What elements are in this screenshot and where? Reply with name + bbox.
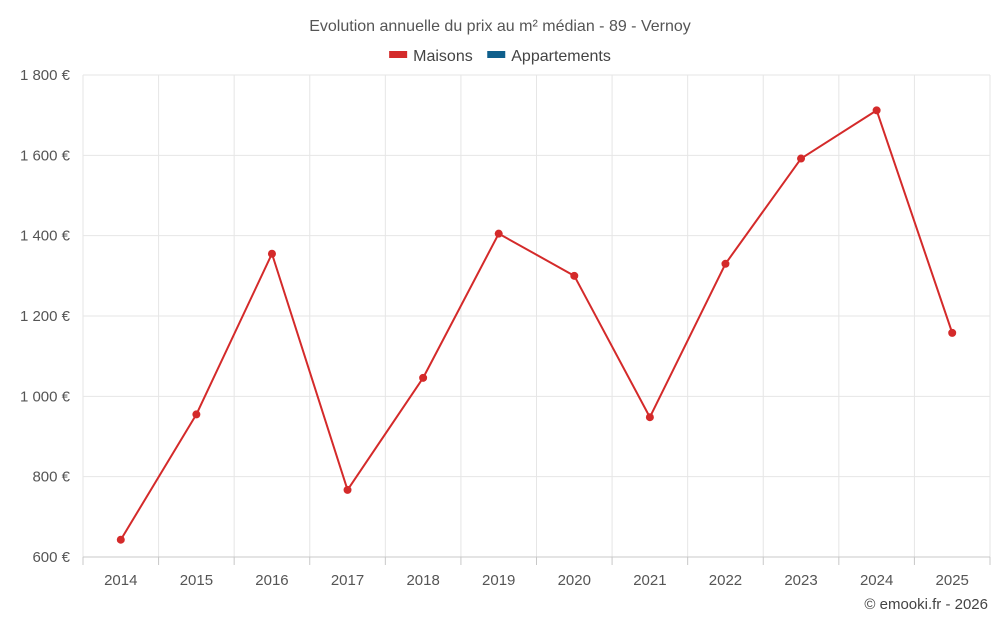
y-axis: 600 € 800 € 1 000 € 1 200 € 1 400 € 1 600 € 1 … <box>20 67 71 566</box>
data-point-maisons[interactable] <box>797 154 806 163</box>
x-tick-label: 2014 <box>104 572 137 589</box>
legend-label: Appartements <box>511 48 611 65</box>
x-tick-label: 2018 <box>406 572 439 589</box>
credit-text: © emooki.fr - 2026 <box>864 596 988 613</box>
x-tick-label: 2019 <box>482 572 515 589</box>
x-axis: 2014 2015 2016 2017 2018 2019 2020 2021 2022 2023… <box>82 556 991 589</box>
data-point-maisons[interactable] <box>267 249 276 258</box>
data-point-maisons[interactable] <box>343 485 352 494</box>
x-tick-label: 2022 <box>709 572 742 589</box>
x-tick-label: 2025 <box>936 572 969 589</box>
data-point-maisons[interactable] <box>116 535 125 544</box>
data-point-maisons[interactable] <box>948 328 957 337</box>
x-tick-label: 2015 <box>180 572 213 589</box>
x-tick-label: 2024 <box>860 572 893 589</box>
y-tick-label: 1 800 € <box>20 67 71 84</box>
y-tick-label: 1 600 € <box>20 147 71 164</box>
data-point-maisons[interactable] <box>645 413 654 422</box>
y-tick-label: 1 200 € <box>20 308 71 325</box>
legend-label: Maisons <box>413 48 473 65</box>
data-point-maisons[interactable] <box>419 373 428 382</box>
series-line-maisons <box>119 109 954 541</box>
legend-item-maisons[interactable]: Maisons <box>389 48 473 65</box>
y-tick-label: 800 € <box>32 469 70 486</box>
x-tick-label: 2017 <box>331 572 364 589</box>
y-tick-label: 1 000 € <box>20 388 71 405</box>
legend-swatch <box>487 51 506 58</box>
data-point-maisons[interactable] <box>570 271 579 280</box>
series-layer <box>116 106 957 544</box>
legend-swatch <box>389 51 408 58</box>
grid <box>82 74 991 558</box>
y-tick-label: 1 400 € <box>20 228 71 245</box>
data-point-maisons[interactable] <box>192 410 201 419</box>
x-tick-label: 2021 <box>633 572 666 589</box>
y-tick-label: 600 € <box>32 549 70 566</box>
chart-title: Evolution annuelle du prix au m² médian … <box>309 18 691 35</box>
x-tick-label: 2016 <box>255 572 288 589</box>
x-tick-label: 2020 <box>558 572 591 589</box>
data-point-maisons[interactable] <box>872 106 881 115</box>
legend-item-appartements[interactable]: Appartements <box>487 48 611 65</box>
data-point-maisons[interactable] <box>721 259 730 268</box>
data-point-maisons[interactable] <box>494 229 503 238</box>
x-tick-label: 2023 <box>784 572 817 589</box>
legend: Maisons Appartements <box>389 48 611 65</box>
